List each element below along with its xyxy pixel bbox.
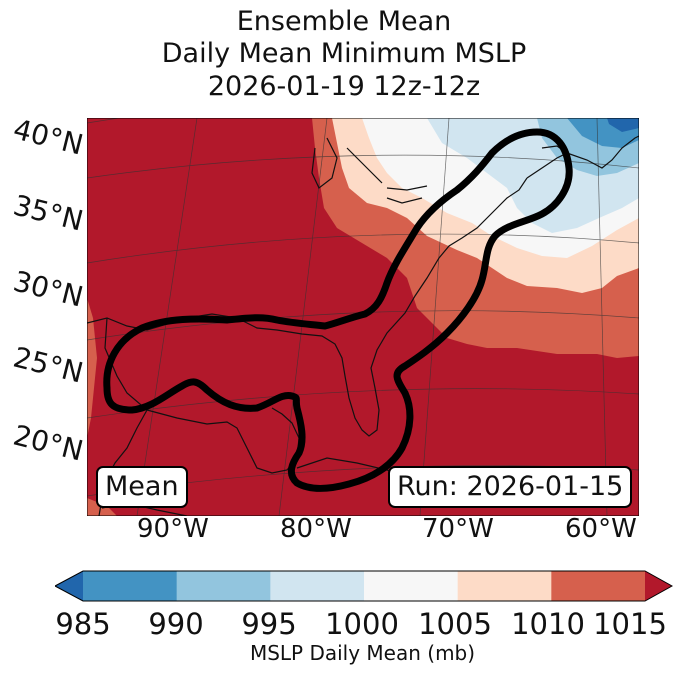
lat-label-20n: 20°N xyxy=(10,418,87,468)
meridian-70w xyxy=(419,118,450,516)
coastline-new-england xyxy=(526,135,639,179)
colorbar-bin-lt985 xyxy=(55,571,83,601)
colorbar-tick-985: 985 xyxy=(55,607,111,641)
colorbar-bin-1005-1010 xyxy=(457,571,552,601)
lon-label-70w: 70°W xyxy=(422,514,494,544)
colorbar-bin-gt1015 xyxy=(645,571,672,601)
parallel-20n xyxy=(87,388,639,419)
colorbar-tick-995: 995 xyxy=(241,607,297,641)
lon-label-90w: 90°W xyxy=(137,514,209,544)
colorbar-bin-985-990 xyxy=(83,571,178,601)
colorbar-tick-1015: 1015 xyxy=(593,607,667,641)
coastline-yucatan xyxy=(146,407,300,474)
coastlines xyxy=(87,135,639,516)
lat-label-35n: 35°N xyxy=(10,188,87,238)
lat-label-25n: 25°N xyxy=(10,340,87,390)
mslp-map xyxy=(87,118,639,516)
lat-label-30n: 30°N xyxy=(10,264,87,314)
probability-contour xyxy=(103,128,573,492)
colorbar-bin-1000-1005 xyxy=(364,571,459,601)
colorbar-tick-1005: 1005 xyxy=(418,607,492,641)
colorbar-bin-995-1000 xyxy=(270,571,365,601)
mean-label: Mean xyxy=(96,466,188,508)
coastline-gulf xyxy=(87,177,528,437)
coastline-great-lakes xyxy=(311,137,428,204)
colorbar-label: MSLP Daily Mean (mb) xyxy=(249,641,476,665)
meridian-90w xyxy=(136,118,198,516)
colorbar xyxy=(55,570,673,602)
field-lt-985 xyxy=(607,118,639,132)
run-label: Run: 2026-01-15 xyxy=(388,466,633,508)
colorbar-tick-990: 990 xyxy=(148,607,204,641)
meridian-60w xyxy=(596,118,608,516)
meridian-80w xyxy=(278,118,328,516)
colorbar-tick-1000: 1000 xyxy=(325,607,399,641)
lat-label-40n: 40°N xyxy=(10,112,87,162)
field-1010-1015-west xyxy=(87,298,97,438)
chart-title-line-3: 2026-01-19 12z-12z xyxy=(207,71,481,102)
lon-label-60w: 60°W xyxy=(565,514,637,544)
parallel-35n xyxy=(87,154,639,179)
colorbar-outline xyxy=(55,570,673,602)
colorbar-tick-1010: 1010 xyxy=(511,607,585,641)
colorbar-bin-1010-1015 xyxy=(551,571,646,601)
parallel-30n xyxy=(87,233,639,264)
lon-label-80w: 80°W xyxy=(280,514,352,544)
chart-title-line-2: Daily Mean Minimum MSLP xyxy=(161,38,527,69)
colorbar-bin-990-995 xyxy=(176,571,271,601)
chart-title-line-1: Ensemble Mean xyxy=(236,6,452,37)
